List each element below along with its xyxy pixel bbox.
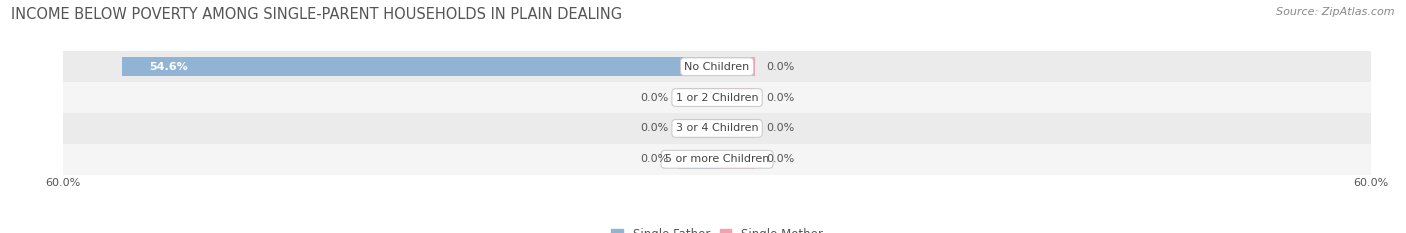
Text: 3 or 4 Children: 3 or 4 Children (676, 123, 758, 134)
Text: 0.0%: 0.0% (640, 154, 668, 164)
Bar (717, 57, 755, 76)
Text: 0.0%: 0.0% (766, 154, 794, 164)
Text: 0.0%: 0.0% (640, 123, 668, 134)
Text: 0.0%: 0.0% (766, 62, 794, 72)
Text: Source: ZipAtlas.com: Source: ZipAtlas.com (1277, 7, 1395, 17)
Bar (63, 113, 1371, 144)
Bar (717, 150, 755, 169)
Bar (122, 57, 717, 76)
Bar (717, 119, 755, 138)
Text: 1 or 2 Children: 1 or 2 Children (676, 93, 758, 103)
Legend: Single Father, Single Mother: Single Father, Single Mother (607, 223, 827, 233)
Text: 5 or more Children: 5 or more Children (665, 154, 769, 164)
Text: INCOME BELOW POVERTY AMONG SINGLE-PARENT HOUSEHOLDS IN PLAIN DEALING: INCOME BELOW POVERTY AMONG SINGLE-PARENT… (11, 7, 623, 22)
Bar (679, 150, 717, 169)
Bar (63, 51, 1371, 82)
Text: 54.6%: 54.6% (149, 62, 188, 72)
Text: 0.0%: 0.0% (640, 93, 668, 103)
Text: No Children: No Children (685, 62, 749, 72)
Bar (63, 82, 1371, 113)
Bar (717, 88, 755, 107)
Text: 0.0%: 0.0% (766, 123, 794, 134)
Bar (679, 119, 717, 138)
Text: 0.0%: 0.0% (766, 93, 794, 103)
Bar (63, 144, 1371, 175)
Bar (679, 88, 717, 107)
